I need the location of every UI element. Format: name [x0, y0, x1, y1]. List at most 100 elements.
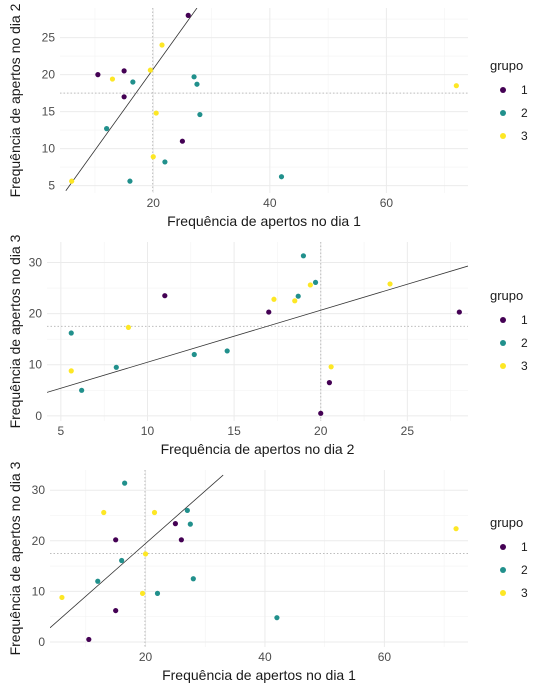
x-tick-label: 25 [401, 424, 415, 438]
x-axis-title: Frequência de apertos no dia 2 [161, 441, 355, 457]
legend-key-grupo-2 [500, 110, 506, 116]
point-grupo-3 [453, 526, 459, 532]
panel-1: 20 40 60 5 10 15 20 25 Frequência de apertos no … [7, 3, 528, 229]
legend-label: 1 [521, 540, 528, 554]
point-grupo-1 [266, 309, 272, 315]
legend-label: 1 [521, 83, 528, 97]
point-grupo-3 [453, 83, 459, 89]
legend-key-grupo-2 [500, 340, 506, 346]
point-grupo-3 [153, 110, 159, 116]
point-grupo-2 [191, 74, 197, 80]
point-grupo-1 [178, 537, 184, 543]
point-grupo-2 [274, 615, 280, 621]
point-grupo-3 [68, 368, 74, 374]
point-grupo-3 [59, 594, 65, 601]
legend-title: grupo [490, 515, 523, 530]
panel-2: 5 10 15 20 25 0 10 20 30 Frequência de apertos no… [7, 234, 528, 457]
point-grupo-1 [326, 380, 332, 386]
point-grupo-2 [300, 253, 307, 259]
point-grupo-2 [312, 279, 319, 286]
point-grupo-2 [122, 480, 128, 486]
legend-key-grupo-1 [500, 317, 506, 323]
point-grupo-3 [150, 154, 156, 160]
point-grupo-2 [197, 111, 203, 118]
point-grupo-3 [125, 324, 132, 331]
legend-key-grupo-3 [500, 590, 506, 596]
point-grupo-2 [184, 507, 190, 514]
point-grupo-3 [142, 551, 149, 557]
point-grupo-3 [328, 364, 334, 370]
legend-key-grupo-3 [500, 133, 506, 139]
x-tick-label: 20 [147, 196, 161, 210]
point-grupo-1 [162, 293, 168, 299]
point-grupo-1 [113, 537, 119, 543]
y-tick-label: 10 [32, 584, 46, 598]
x-tick-label: 40 [258, 650, 272, 664]
point-grupo-1 [456, 309, 462, 315]
point-grupo-1 [121, 68, 127, 74]
y-tick-label: 25 [42, 31, 56, 45]
point-grupo-2 [79, 387, 85, 393]
data-points [68, 253, 462, 416]
legend: grupo 1 2 3 [490, 58, 528, 143]
x-tick-label: 60 [380, 196, 394, 210]
point-grupo-3 [271, 296, 277, 302]
y-tick-label: 5 [48, 179, 55, 193]
legend-key-grupo-3 [500, 363, 506, 369]
point-grupo-3 [307, 282, 313, 288]
point-grupo-3 [292, 298, 298, 304]
x-tick-label: 60 [378, 650, 392, 664]
point-grupo-2 [194, 81, 200, 87]
point-grupo-3 [151, 509, 158, 516]
point-grupo-2 [154, 590, 161, 596]
legend: grupo 1 2 3 [490, 288, 528, 373]
legend-label: 2 [521, 336, 528, 350]
legend-label: 3 [521, 586, 528, 600]
point-grupo-1 [113, 607, 119, 614]
y-tick-label: 30 [32, 483, 46, 497]
legend-label: 2 [521, 563, 528, 577]
y-tick-label: 10 [42, 142, 56, 156]
point-grupo-2 [224, 348, 230, 354]
point-grupo-1 [172, 521, 178, 527]
point-grupo-1 [185, 12, 191, 18]
legend: grupo 1 2 3 [490, 515, 528, 600]
point-grupo-1 [318, 410, 324, 416]
point-grupo-2 [68, 330, 74, 336]
point-grupo-1 [95, 72, 101, 78]
point-grupo-2 [162, 159, 168, 165]
point-grupo-3 [101, 509, 107, 516]
x-axis-title: Frequência de apertos no dia 1 [162, 667, 356, 683]
legend-title: grupo [490, 58, 523, 73]
x-tick-label: 5 [58, 424, 65, 438]
legend-label: 2 [521, 106, 528, 120]
fit-line [50, 474, 224, 629]
x-axis-title: Frequência de apertos no dia 1 [167, 213, 361, 229]
point-grupo-1 [179, 138, 185, 144]
y-axis-title: Frequência de apertos no dia 3 [7, 461, 23, 655]
point-grupo-1 [121, 94, 127, 100]
fit-line [47, 265, 468, 393]
point-grupo-2 [278, 174, 285, 180]
x-tick-label: 20 [139, 650, 153, 664]
grid-lines [60, 8, 468, 193]
data-points [69, 12, 459, 184]
x-tick-label: 40 [263, 196, 277, 210]
y-tick-label: 0 [35, 409, 42, 423]
point-grupo-3 [159, 42, 165, 48]
y-tick-label: 20 [29, 307, 43, 321]
y-axis-title: Frequência de apertos no dia 2 [7, 3, 23, 197]
y-axis-title: Frequência de apertos no dia 3 [7, 234, 23, 428]
legend-label: 3 [521, 359, 528, 373]
y-tick-label: 15 [42, 105, 56, 119]
point-grupo-2 [130, 79, 136, 85]
point-grupo-3 [139, 590, 146, 596]
point-grupo-1 [86, 636, 92, 643]
data-points [59, 480, 459, 643]
legend-title: grupo [490, 288, 523, 303]
point-grupo-2 [187, 521, 193, 527]
x-tick-label: 15 [227, 424, 241, 438]
point-grupo-2 [95, 578, 101, 584]
panel-3: 20 40 60 0 10 20 30 Frequência de apertos no di… [7, 461, 528, 683]
